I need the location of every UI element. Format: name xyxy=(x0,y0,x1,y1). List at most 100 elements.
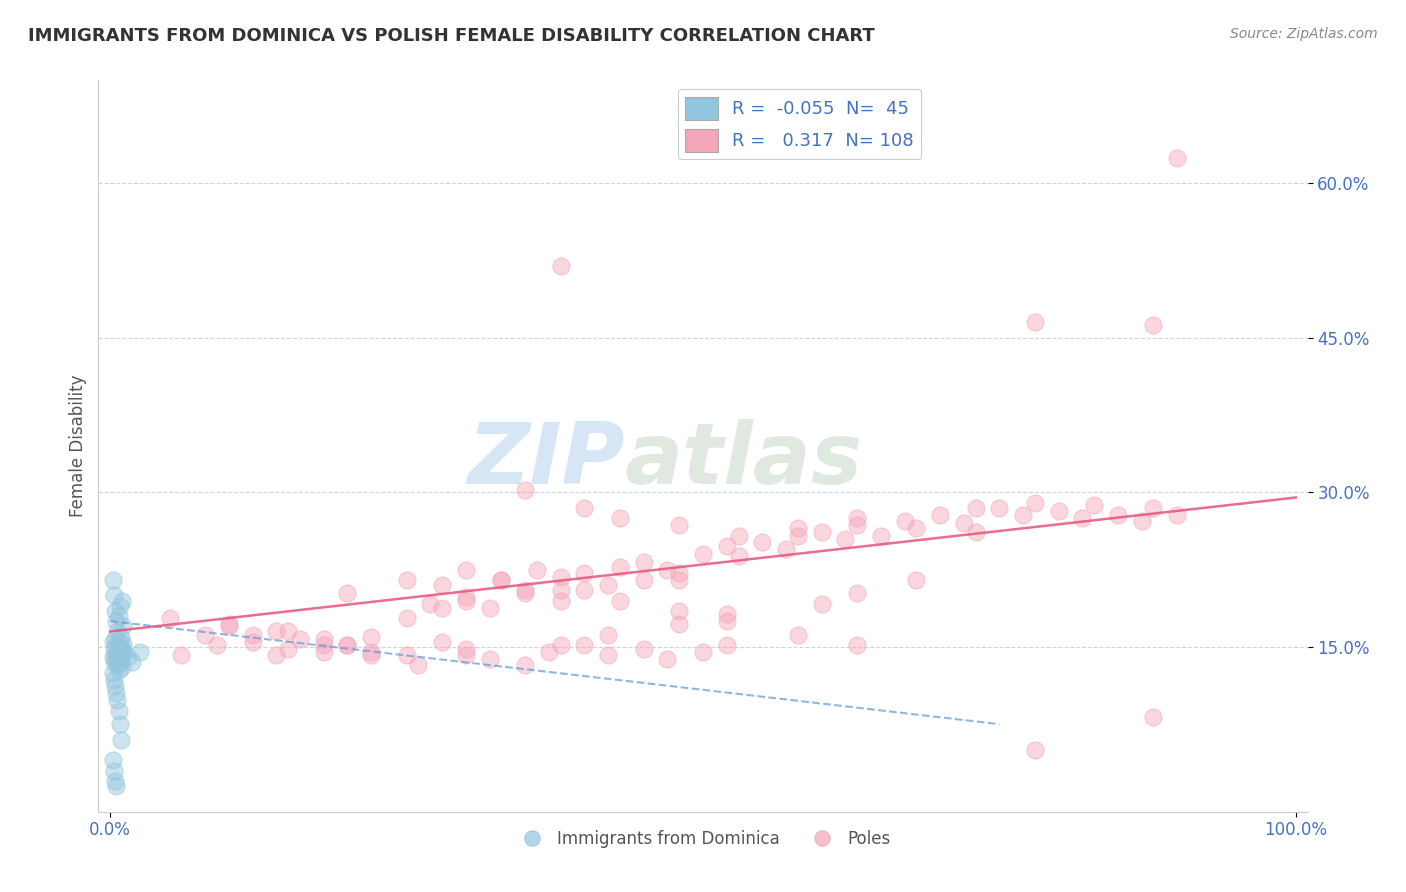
Point xyxy=(1024,496,1046,510)
Point xyxy=(360,648,382,662)
Point xyxy=(104,632,127,646)
Point xyxy=(786,627,808,641)
Y-axis label: Female Disability: Female Disability xyxy=(69,375,87,517)
Point xyxy=(633,573,655,587)
Point xyxy=(965,500,987,515)
Point xyxy=(111,660,134,674)
Point xyxy=(727,528,749,542)
Point xyxy=(103,656,125,670)
Point xyxy=(834,532,856,546)
Point xyxy=(1142,318,1164,333)
Point xyxy=(312,632,335,646)
Point xyxy=(716,614,738,628)
Point xyxy=(105,638,128,652)
Point xyxy=(491,573,513,587)
Point xyxy=(108,656,131,670)
Point xyxy=(454,591,477,605)
Point xyxy=(111,593,134,607)
Point xyxy=(101,634,124,648)
Point xyxy=(104,679,127,693)
Point xyxy=(786,521,808,535)
Point xyxy=(111,642,134,657)
Point xyxy=(574,500,596,515)
Point xyxy=(810,524,832,539)
Text: ZIP: ZIP xyxy=(467,419,624,502)
Point xyxy=(598,627,620,641)
Point xyxy=(574,583,596,598)
Point xyxy=(432,600,454,615)
Point xyxy=(515,586,537,600)
Point xyxy=(105,624,128,639)
Point xyxy=(108,717,131,731)
Point xyxy=(1166,151,1188,165)
Point xyxy=(277,642,299,657)
Point xyxy=(846,638,869,652)
Point xyxy=(105,645,128,659)
Point xyxy=(786,528,808,542)
Point xyxy=(526,563,548,577)
Point xyxy=(107,663,129,677)
Point xyxy=(550,593,572,607)
Point xyxy=(668,617,690,632)
Point xyxy=(810,597,832,611)
Point xyxy=(515,483,537,498)
Point xyxy=(170,648,193,662)
Point xyxy=(1024,315,1046,329)
Point xyxy=(105,779,128,793)
Point xyxy=(242,627,264,641)
Point xyxy=(1166,508,1188,522)
Point xyxy=(103,673,125,687)
Text: IMMIGRANTS FROM DOMINICA VS POLISH FEMALE DISABILITY CORRELATION CHART: IMMIGRANTS FROM DOMINICA VS POLISH FEMAL… xyxy=(28,27,875,45)
Point xyxy=(108,634,131,648)
Point xyxy=(668,566,690,580)
Point xyxy=(110,650,132,665)
Point xyxy=(668,518,690,533)
Point xyxy=(609,511,631,525)
Point xyxy=(574,638,596,652)
Point xyxy=(905,521,928,535)
Point xyxy=(129,645,152,659)
Point xyxy=(454,642,477,657)
Point xyxy=(846,586,869,600)
Point xyxy=(218,617,240,632)
Point xyxy=(117,650,139,665)
Point xyxy=(107,704,129,718)
Point xyxy=(101,665,124,680)
Point xyxy=(101,753,124,767)
Point xyxy=(454,648,477,662)
Point xyxy=(114,645,136,659)
Text: atlas: atlas xyxy=(624,419,862,502)
Point xyxy=(105,652,128,666)
Point xyxy=(1024,743,1046,757)
Point xyxy=(104,648,127,662)
Point xyxy=(550,583,572,598)
Point xyxy=(101,650,124,665)
Point xyxy=(537,645,560,659)
Point xyxy=(454,593,477,607)
Point xyxy=(108,599,131,613)
Point xyxy=(609,559,631,574)
Point xyxy=(491,573,513,587)
Point xyxy=(312,645,335,659)
Point xyxy=(1083,498,1105,512)
Point xyxy=(692,645,714,659)
Point xyxy=(515,658,537,673)
Point xyxy=(395,573,418,587)
Point xyxy=(846,511,869,525)
Point xyxy=(478,652,501,666)
Point xyxy=(159,611,181,625)
Point xyxy=(905,573,928,587)
Point xyxy=(1142,500,1164,515)
Point xyxy=(277,624,299,639)
Point xyxy=(550,638,572,652)
Point xyxy=(105,658,128,673)
Point xyxy=(965,524,987,539)
Point xyxy=(218,619,240,633)
Point xyxy=(1142,710,1164,724)
Point xyxy=(107,609,129,624)
Point xyxy=(104,604,127,618)
Text: Source: ZipAtlas.com: Source: ZipAtlas.com xyxy=(1230,27,1378,41)
Point xyxy=(107,640,129,654)
Point xyxy=(609,593,631,607)
Point xyxy=(105,686,128,700)
